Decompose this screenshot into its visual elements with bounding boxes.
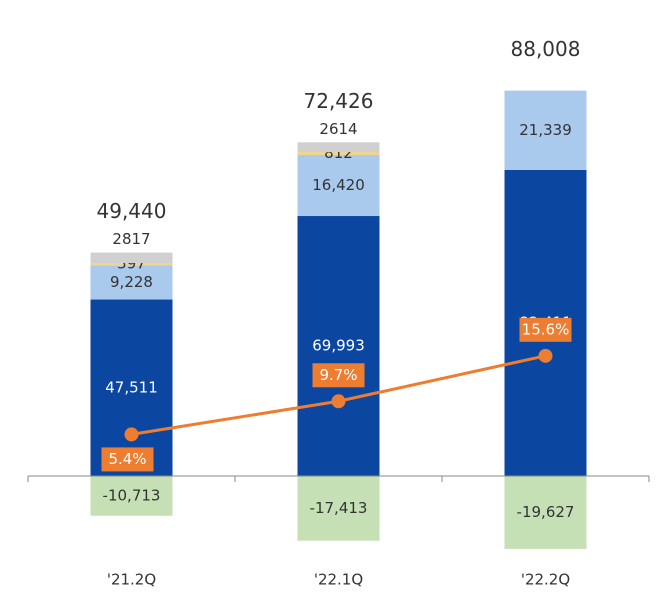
- data-label: 69,993: [312, 337, 365, 355]
- line-label: 9.7%: [319, 366, 357, 384]
- x-tick-label: '21.2Q: [107, 571, 156, 589]
- line-point: [331, 394, 346, 409]
- line-label: 5.4%: [108, 450, 146, 468]
- data-label: 21,339: [519, 121, 572, 139]
- line-label-box: [312, 363, 365, 388]
- data-label: 2614: [319, 120, 357, 138]
- line-label-box: [101, 447, 154, 472]
- data-label: -19,627: [517, 503, 575, 521]
- bar-segment: [90, 263, 173, 266]
- x-tick-label: '22.1Q: [314, 571, 363, 589]
- total-label: 49,440: [97, 199, 167, 223]
- bar-segment: [504, 476, 587, 549]
- line-label: 15.6%: [522, 320, 570, 338]
- bar-segment: [297, 142, 380, 153]
- total-label: 72,426: [304, 89, 374, 113]
- data-label: 9,228: [110, 273, 153, 291]
- data-label: 16,420: [312, 176, 365, 194]
- bar-segment: [504, 90, 587, 170]
- bar-segment: [297, 155, 380, 217]
- line-label-box: [519, 317, 572, 342]
- bar-segment: [297, 476, 380, 541]
- bar-segment: [90, 299, 173, 476]
- data-label: -10,713: [103, 486, 161, 504]
- total-label: 88,008: [511, 37, 581, 61]
- bar-segment: [90, 265, 173, 300]
- bar-segment: [297, 216, 380, 476]
- bar-segment: [297, 152, 380, 156]
- line-point: [124, 427, 139, 442]
- data-label: -17,413: [310, 499, 368, 517]
- x-tick-label: '22.2Q: [521, 571, 570, 589]
- line-point: [538, 348, 553, 363]
- data-label: 47,511: [105, 378, 158, 396]
- bar-segment: [90, 252, 173, 264]
- data-label: 2817: [112, 230, 150, 248]
- bar-segment: [90, 476, 173, 516]
